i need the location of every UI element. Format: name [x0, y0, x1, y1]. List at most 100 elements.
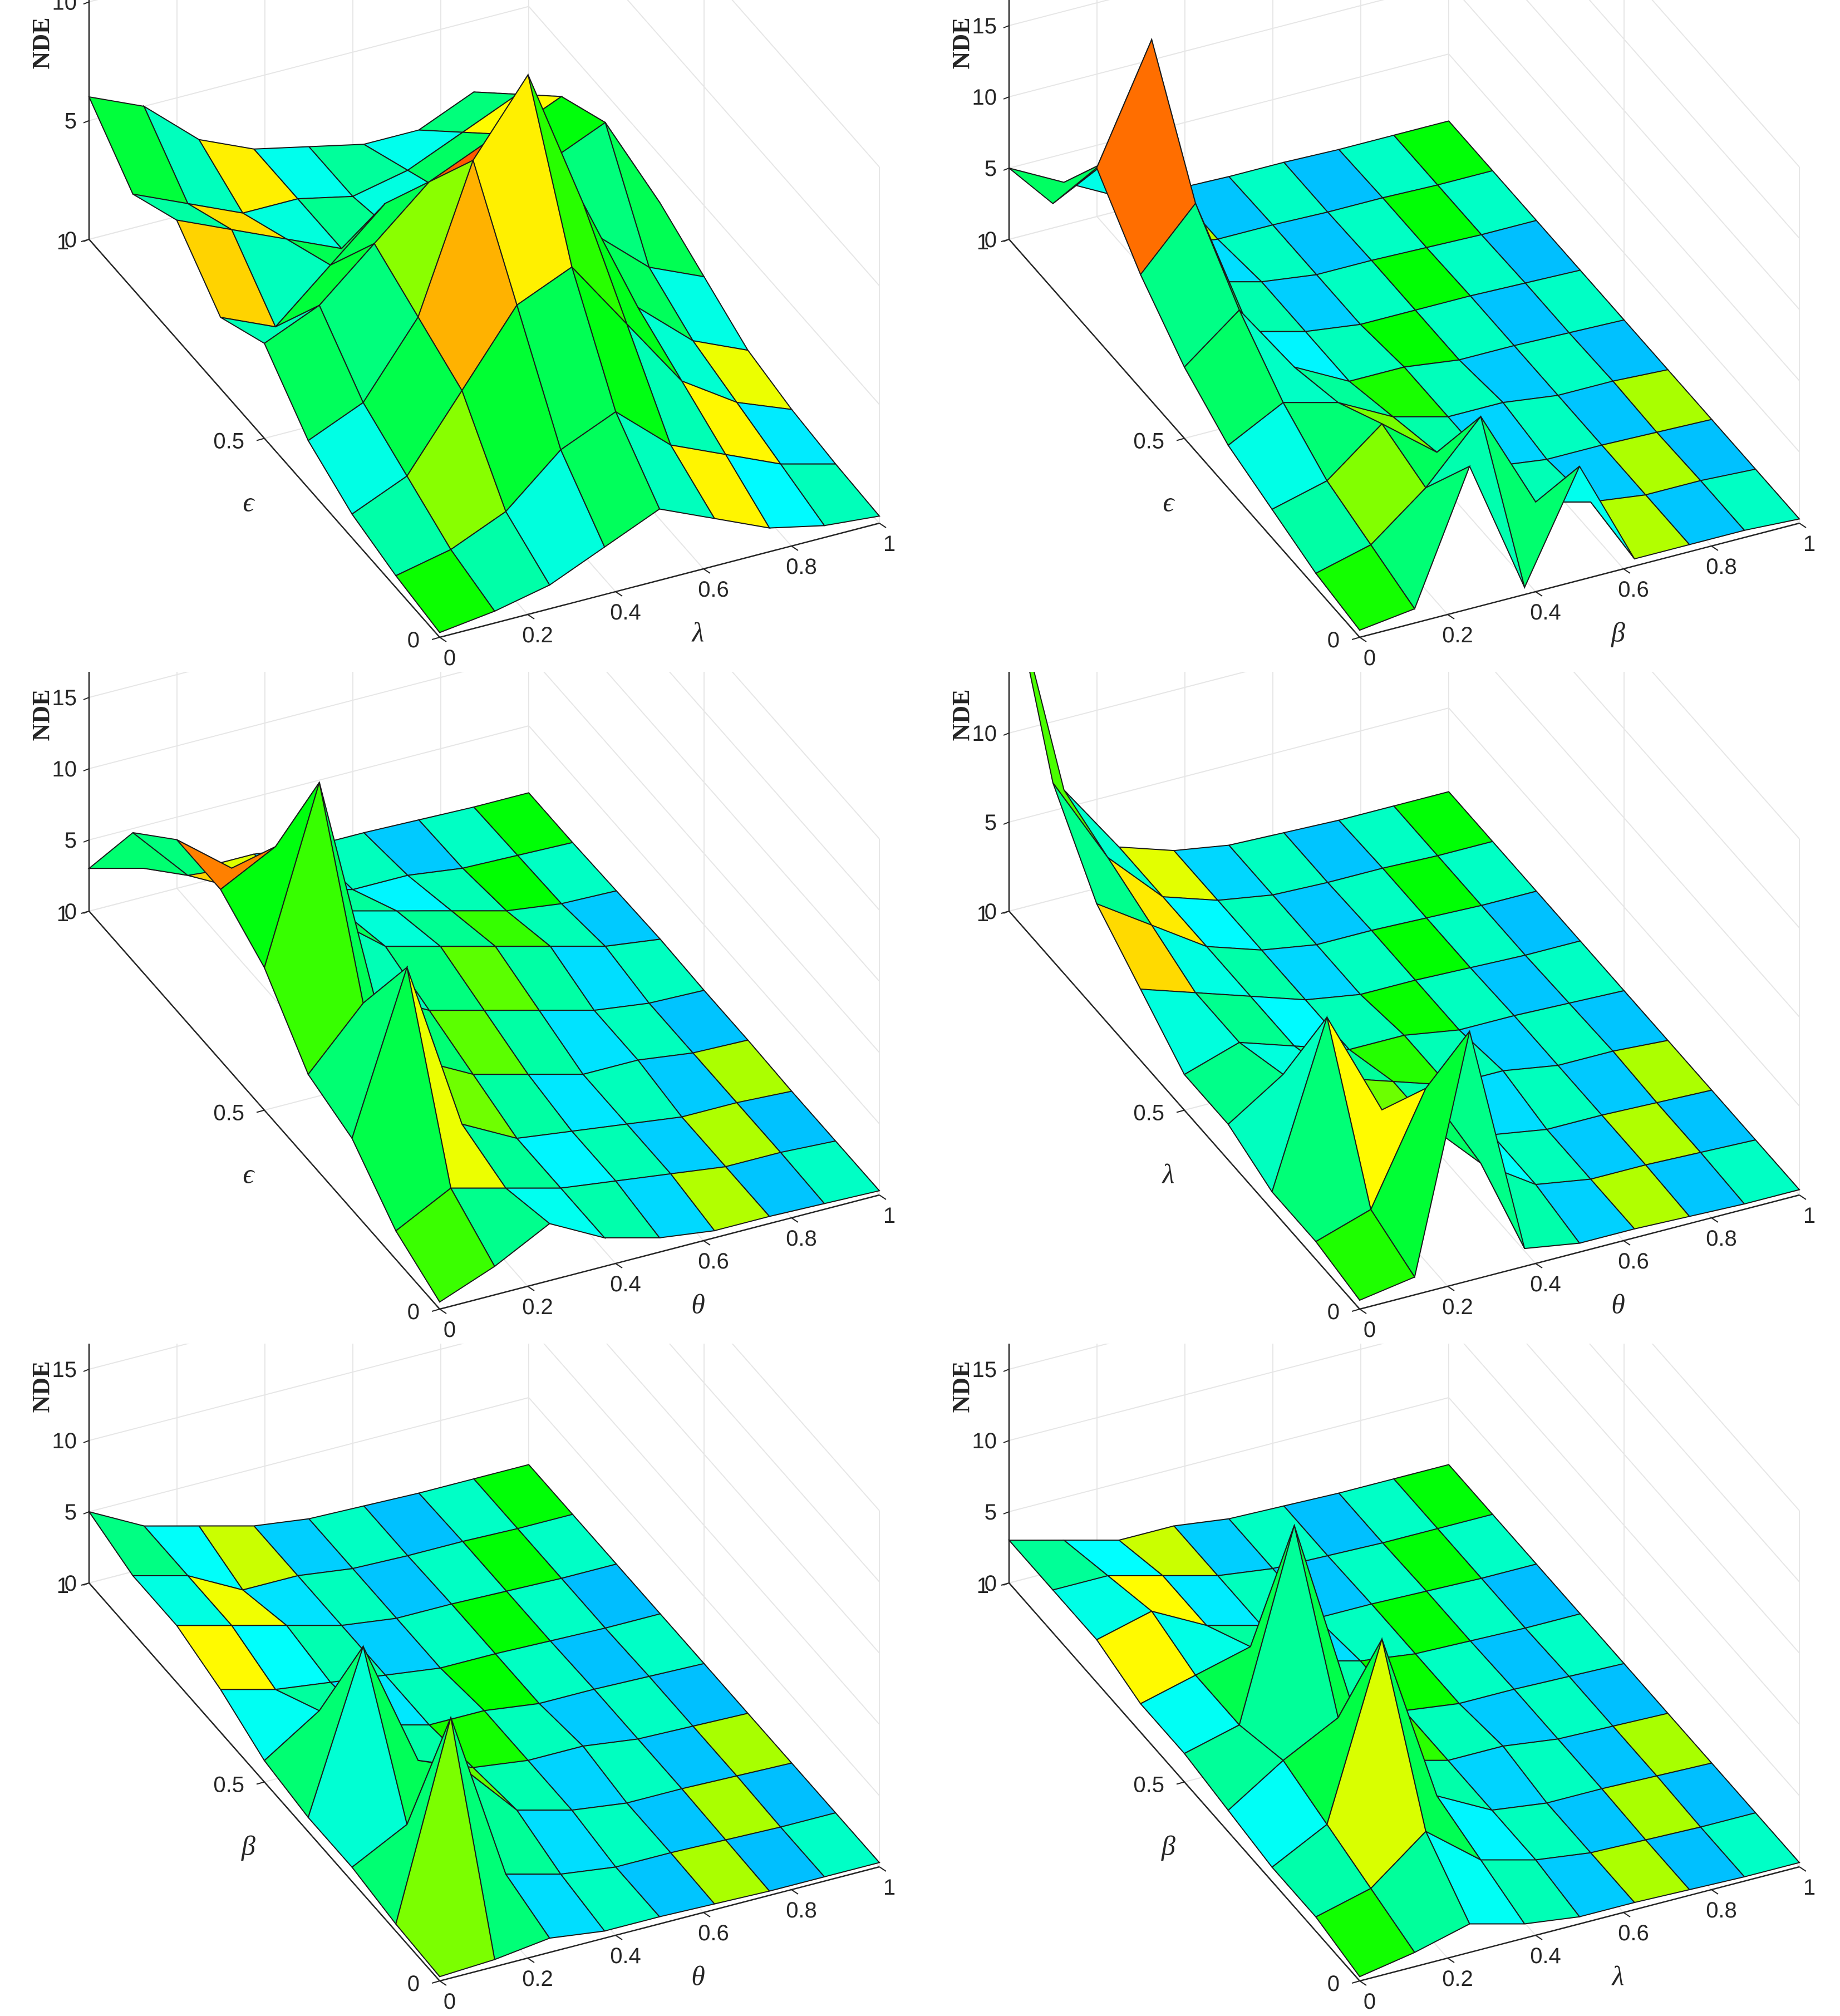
x-tick-mark: [1799, 523, 1807, 528]
z-tick-label: 10: [972, 1429, 997, 1453]
x-tick-label: 1: [883, 532, 896, 556]
x-axis-title: λ: [1611, 1960, 1625, 1991]
x-tick-label: 0.6: [1618, 577, 1649, 602]
z-tick-mark: [83, 1, 90, 5]
z-tick-label: 15: [52, 1358, 77, 1382]
x-tick-label: 0: [1364, 1317, 1376, 1342]
z-gridline: [731, 1344, 880, 1511]
y-tick-mark: [431, 637, 440, 640]
z-tick-mark: [1003, 1440, 1010, 1443]
y-axis-title: β: [1161, 1830, 1175, 1861]
z-tick-label: 5: [985, 810, 997, 835]
surface-patch-0-0: [395, 1187, 496, 1303]
y-tick-label: 0.5: [1133, 1773, 1164, 1797]
y-tick-label: 0: [407, 628, 420, 652]
x-axis-title: β: [1611, 616, 1625, 647]
z-tick-mark: [83, 1440, 90, 1443]
x-axis-line: [439, 1194, 880, 1310]
y-tick-label: 0.5: [213, 429, 244, 454]
y-axis-title: λ: [1162, 1158, 1175, 1189]
z-gridline: [1008, 1344, 1800, 1725]
y-axis-title: β: [241, 1830, 255, 1861]
y-tick-mark: [431, 1309, 440, 1312]
y-tick-mark: [81, 1582, 90, 1586]
x-tick-mark: [1359, 1980, 1367, 1986]
z-axis-title: NDE: [947, 690, 975, 741]
z-gridline: [1588, 1344, 1800, 1582]
surface-patch-0-0: [395, 549, 496, 633]
z-tick-label: 10: [972, 85, 997, 110]
x-tick-label: 0.8: [786, 1226, 817, 1251]
surface-patch-0-0: [1315, 1208, 1416, 1301]
z-axis-title: NDE: [27, 18, 55, 70]
y-tick-label: 1: [57, 902, 69, 926]
x-tick-mark: [703, 568, 711, 574]
x-tick-label: 0.2: [522, 623, 553, 647]
x-tick-label: 0.4: [610, 1272, 641, 1296]
x-tick-mark: [1711, 1889, 1719, 1895]
z-axis-title: NDE: [947, 1361, 975, 1413]
y-tick-mark: [1001, 239, 1010, 242]
y-tick-mark: [1351, 1980, 1360, 1984]
z-tick-label: 5: [985, 156, 997, 181]
y-tick-label: 0.5: [213, 1773, 244, 1797]
y-tick-label: 0: [407, 1300, 420, 1324]
surface-patch-0-0: [395, 1717, 495, 1978]
x-tick-mark: [1535, 1935, 1543, 1940]
z-tick-mark: [83, 768, 90, 771]
z-gridline: [731, 0, 880, 168]
x-tick-label: 0: [444, 646, 456, 670]
x-tick-label: 0.8: [786, 554, 817, 579]
x-tick-mark: [615, 1935, 623, 1940]
x-axis-line: [1359, 522, 1800, 638]
x-tick-mark: [703, 1240, 711, 1246]
z-tick-label: 10: [52, 1429, 77, 1453]
z-tick-label: 10: [52, 757, 77, 781]
x-tick-label: 1: [883, 1203, 896, 1228]
x-tick-label: 1: [883, 1875, 896, 1900]
y-tick-mark: [1176, 437, 1185, 441]
x-tick-mark: [1359, 637, 1367, 642]
x-tick-mark: [615, 1263, 623, 1268]
surface: [1008, 37, 1800, 631]
z-tick-label: 5: [65, 828, 77, 853]
z-gridline: [1573, 672, 1800, 928]
z-gridline: [1008, 1344, 1800, 1654]
x-tick-label: 1: [1803, 532, 1816, 556]
x-tick-mark: [1711, 1217, 1719, 1223]
y-tick-label: 0.5: [213, 1101, 244, 1125]
y-tick-label: 0.5: [1133, 1101, 1164, 1125]
z-tick-label: 0: [65, 228, 77, 252]
z-axis-title: NDE: [27, 690, 55, 741]
x-axis-line: [1359, 1866, 1800, 1982]
z-tick-mark: [83, 697, 90, 700]
x-tick-label: 0: [1364, 1989, 1376, 2014]
y-tick-label: 0: [1327, 1971, 1340, 1996]
x-tick-mark: [1623, 568, 1631, 574]
x-tick-mark: [879, 1194, 887, 1200]
x-tick-label: 0: [1364, 646, 1376, 670]
x-axis-line: [1359, 1194, 1800, 1310]
x-tick-mark: [1359, 1309, 1367, 1314]
z-tick-mark: [1003, 732, 1010, 736]
surface: [1007, 1464, 1800, 1978]
y-tick-label: 0.5: [1133, 429, 1164, 454]
y-tick-label: 1: [57, 230, 69, 254]
y-axis-title: ϵ: [1163, 486, 1175, 517]
z-tick-mark: [83, 1511, 90, 1515]
x-tick-mark: [1447, 1958, 1455, 1963]
z-tick-mark: [1003, 822, 1010, 825]
x-tick-label: 0.6: [1618, 1249, 1649, 1273]
x-tick-mark: [527, 1958, 535, 1963]
x-axis-title: θ: [1611, 1288, 1625, 1319]
z-tick-label: 15: [972, 14, 997, 38]
y-tick-label: 0: [407, 1971, 420, 1996]
